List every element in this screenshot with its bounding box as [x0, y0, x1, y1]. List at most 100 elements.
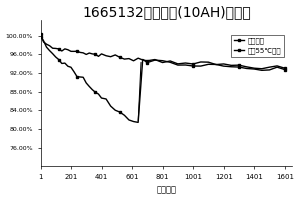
高温55℃循环	[214, 63, 218, 66]
高温55℃循环	[94, 91, 97, 93]
常温循环	[214, 63, 218, 66]
高温55℃循环	[136, 121, 140, 124]
高温55℃循环	[104, 98, 108, 100]
高温55℃循环	[191, 65, 195, 67]
高温55℃循环	[57, 58, 61, 61]
高温55℃循环	[252, 68, 256, 70]
常温循环	[245, 66, 248, 68]
高温55℃循环	[69, 66, 73, 68]
常温循环	[237, 64, 241, 66]
常温循环	[81, 52, 85, 54]
X-axis label: 循环次数: 循环次数	[157, 185, 176, 194]
常温循环	[45, 43, 48, 45]
常温循环	[146, 60, 149, 62]
高温55℃循环	[275, 66, 279, 68]
常温循环	[127, 57, 131, 60]
常温循环	[51, 47, 54, 49]
常温循环	[78, 51, 82, 54]
常温循环	[207, 61, 210, 63]
高温55℃循环	[161, 59, 164, 62]
高温55℃循环	[168, 61, 172, 63]
常温循环	[97, 55, 100, 58]
常温循环	[100, 53, 103, 55]
高温55℃循环	[176, 64, 180, 66]
常温循环	[141, 59, 145, 61]
高温55℃循环	[78, 76, 82, 78]
高温55℃循环	[54, 56, 58, 58]
常温循环	[39, 33, 42, 35]
高温55℃循环	[260, 69, 264, 72]
高温55℃循环	[222, 65, 225, 67]
常温循环	[230, 64, 233, 67]
高温55℃循环	[75, 76, 79, 78]
高温55℃循环	[123, 114, 126, 116]
常温循环	[153, 58, 157, 61]
高温55℃循环	[146, 61, 149, 64]
高温55℃循环	[237, 66, 241, 68]
高温55℃循环	[66, 65, 70, 67]
常温循环	[123, 58, 126, 60]
高温55℃循环	[81, 76, 85, 78]
常温循环	[42, 41, 45, 43]
常温循环	[118, 56, 122, 59]
常温循环	[94, 53, 97, 55]
高温55℃循环	[199, 65, 202, 67]
高温55℃循环	[109, 105, 112, 107]
高温55℃循环	[132, 120, 135, 123]
Title: 1665132型号电芯(10AH)循环图: 1665132型号电芯(10AH)循环图	[82, 6, 251, 20]
高温55℃循环	[48, 49, 51, 52]
常温循环	[54, 47, 58, 50]
高温55℃循环	[127, 119, 131, 121]
高温55℃循环	[72, 71, 76, 73]
常温循环	[113, 54, 117, 56]
高温55℃循环	[141, 58, 145, 61]
高温55℃循环	[283, 68, 286, 71]
高温55℃循环	[113, 109, 117, 111]
常温循环	[104, 55, 108, 57]
常温循环	[176, 63, 180, 65]
高温55℃循环	[268, 69, 271, 71]
常温循环	[136, 57, 140, 59]
常温循环	[161, 61, 164, 64]
高温55℃循环	[88, 85, 91, 88]
常温循环	[168, 60, 172, 62]
常温循环	[199, 61, 202, 63]
高温55℃循环	[42, 39, 45, 42]
高温55℃循环	[84, 82, 88, 84]
高温55℃循环	[230, 66, 233, 68]
常温循环	[252, 67, 256, 69]
常温循环	[222, 63, 225, 65]
常温循环	[72, 50, 76, 53]
常温循环	[283, 67, 286, 69]
常温循环	[91, 53, 94, 55]
Legend: 常温循环, 高温55℃循环: 常温循环, 高温55℃循环	[231, 35, 284, 57]
常温循环	[88, 52, 91, 54]
常温循环	[191, 63, 195, 65]
高温55℃循环	[153, 59, 157, 61]
高温55℃循环	[45, 46, 48, 48]
常温循环	[132, 60, 135, 62]
常温循环	[75, 50, 79, 52]
Line: 常温循环: 常温循环	[39, 33, 286, 70]
高温55℃循环	[91, 88, 94, 91]
常温循环	[63, 48, 67, 50]
高温55℃循环	[245, 67, 248, 70]
常温循环	[48, 45, 51, 47]
高温55℃循环	[60, 62, 64, 65]
Line: 高温55℃循环: 高温55℃循环	[39, 35, 286, 124]
常温循环	[260, 68, 264, 70]
常温循环	[275, 65, 279, 67]
高温55℃循环	[207, 63, 210, 66]
常温循环	[84, 53, 88, 56]
高温55℃循环	[51, 52, 54, 55]
高温55℃循环	[100, 97, 103, 99]
高温55℃循环	[118, 111, 122, 113]
常温循环	[268, 66, 271, 68]
常温循环	[60, 50, 64, 52]
高温55℃循环	[39, 35, 42, 38]
常温循环	[57, 48, 61, 50]
常温循环	[66, 49, 70, 51]
常温循环	[69, 50, 73, 53]
高温55℃循环	[184, 64, 187, 66]
高温55℃循环	[63, 62, 67, 64]
